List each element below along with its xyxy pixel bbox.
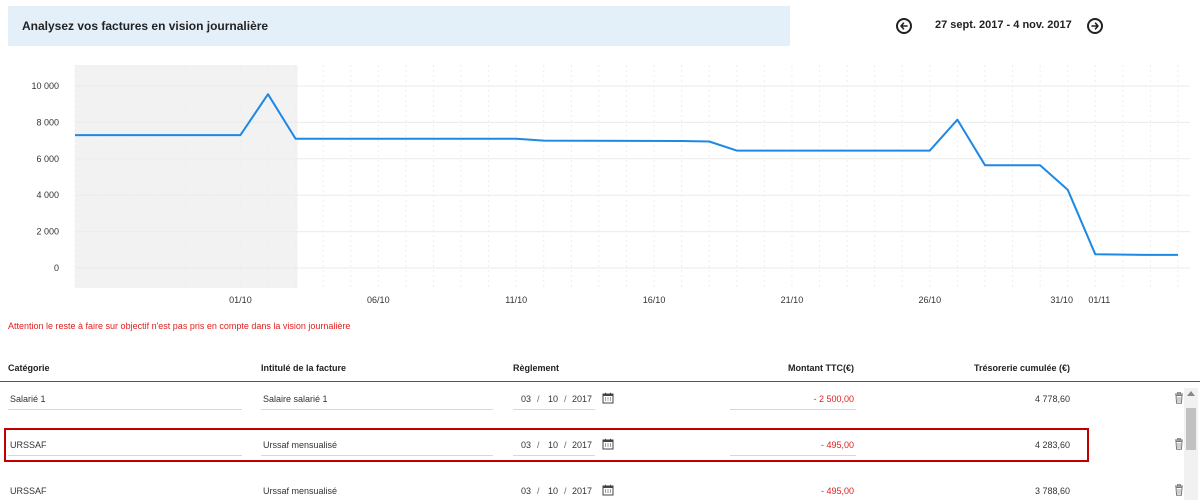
date-month[interactable]: 10	[548, 486, 559, 496]
date-year[interactable]: 2017	[572, 486, 593, 496]
table-row: URSSAF Urssaf mensualisé 03 / 10 / 2017 …	[0, 476, 1190, 500]
trash-icon[interactable]	[1174, 438, 1184, 450]
date-range-label: 27 sept. 2017 - 4 nov. 2017	[935, 19, 1072, 31]
calendar-icon[interactable]	[602, 392, 614, 404]
category-field[interactable]: URSSAF	[8, 438, 242, 456]
cash-flow-line-chart: 0 2 000 4 000 6 000 8 000 10 000 01/10 06/10 11/…	[31, 65, 1190, 305]
date-year[interactable]: 2017	[572, 394, 593, 404]
date-separator: /	[537, 394, 540, 404]
page-title: Analysez vos factures en vision journali…	[22, 19, 269, 33]
x-tick-label: 31/10	[1050, 295, 1073, 305]
table-row: URSSAF Urssaf mensualisé 03 / 10 / 2017 …	[0, 430, 1190, 470]
y-tick-label: 8 000	[36, 117, 59, 127]
date-month[interactable]: 10	[548, 440, 559, 450]
payment-date-field[interactable]: 03 / 10 / 2017	[513, 392, 595, 410]
date-day[interactable]: 03	[521, 486, 532, 496]
amount-field[interactable]: - 2 500,00	[730, 392, 856, 410]
x-tick-label: 16/10	[643, 295, 666, 305]
cumulative-cash-value: 4 778,60	[1034, 394, 1070, 404]
scroll-up-arrow[interactable]	[1187, 391, 1195, 396]
y-tick-label: 4 000	[36, 190, 59, 200]
trash-icon[interactable]	[1174, 392, 1184, 404]
column-header-amount: Montant TTC(€)	[788, 363, 854, 373]
invoice-title-field[interactable]: Salaire salarié 1	[261, 392, 493, 410]
y-tick-label: 0	[54, 263, 59, 273]
arrow-left-circle-icon	[900, 22, 908, 30]
x-tick-label: 26/10	[919, 295, 942, 305]
x-tick-label: 21/10	[781, 295, 804, 305]
next-period-button[interactable]	[1087, 18, 1103, 34]
date-day[interactable]: 03	[521, 394, 532, 404]
x-tick-label: 06/10	[367, 295, 390, 305]
date-separator: /	[537, 440, 540, 450]
date-year[interactable]: 2017	[572, 440, 593, 450]
payment-date-field[interactable]: 03 / 10 / 2017	[513, 484, 595, 500]
x-tick-label: 11/10	[505, 295, 527, 305]
table-header: Catégorie Intitulé de la facture Règleme…	[0, 358, 1200, 382]
column-header-invoice: Intitulé de la facture	[261, 363, 347, 373]
amount-field[interactable]: - 495,00	[730, 484, 856, 500]
x-tick-label: 01/10	[229, 295, 252, 305]
cumulative-cash-value: 4 283,60	[1034, 440, 1070, 450]
shaded-past-region	[75, 65, 298, 288]
y-tick-label: 10 000	[31, 81, 59, 91]
y-tick-label: 6 000	[36, 154, 59, 164]
warning-message: Attention le reste à faire sur objectif …	[8, 321, 351, 331]
invoice-title-field[interactable]: Urssaf mensualisé	[261, 484, 493, 500]
arrow-right-circle-icon	[1091, 22, 1099, 30]
table-row: Salarié 1 Salaire salarié 1 03 / 10 / 20…	[0, 384, 1190, 424]
date-separator: /	[564, 486, 567, 496]
y-tick-label: 2 000	[36, 227, 59, 237]
date-separator: /	[564, 394, 567, 404]
date-separator: /	[564, 440, 567, 450]
cumulative-cash-value: 3 788,60	[1034, 486, 1070, 496]
amount-field[interactable]: - 495,00	[730, 438, 856, 456]
date-day[interactable]: 03	[521, 440, 532, 450]
calendar-icon[interactable]	[602, 438, 614, 450]
x-tick-label: 01/11	[1088, 295, 1110, 305]
calendar-icon[interactable]	[602, 484, 614, 496]
invoice-title-field[interactable]: Urssaf mensualisé	[261, 438, 493, 456]
payment-date-field[interactable]: 03 / 10 / 2017	[513, 438, 595, 456]
trash-icon[interactable]	[1174, 484, 1184, 496]
date-month[interactable]: 10	[548, 394, 559, 404]
category-field[interactable]: Salarié 1	[8, 392, 242, 410]
series-line	[75, 93, 1178, 256]
date-separator: /	[537, 486, 540, 496]
column-header-payment: Règlement	[513, 363, 560, 373]
table-scrollbar[interactable]	[1184, 388, 1198, 500]
column-header-category: Catégorie	[8, 363, 50, 373]
page-title-banner: Analysez vos factures en vision journali…	[8, 6, 790, 46]
scroll-thumb[interactable]	[1186, 408, 1196, 450]
category-field[interactable]: URSSAF	[8, 484, 242, 500]
previous-period-button[interactable]	[896, 18, 912, 34]
column-header-cumulative: Trésorerie cumulée (€)	[973, 363, 1070, 373]
